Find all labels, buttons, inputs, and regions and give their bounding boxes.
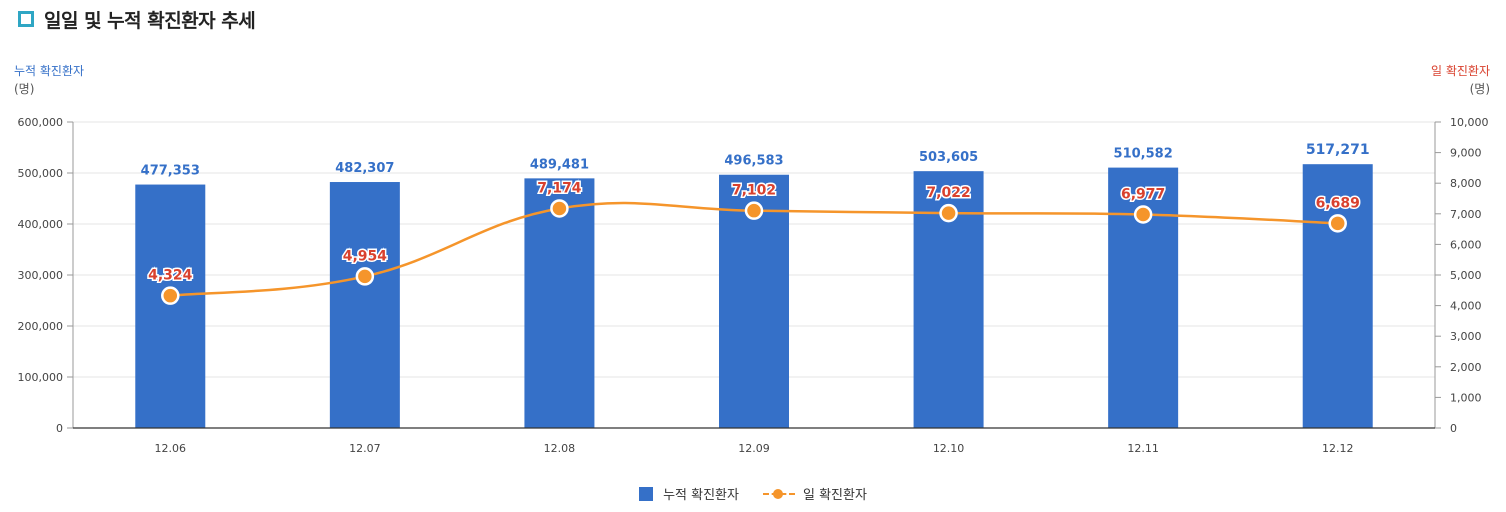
- left-tick-label: 400,000: [18, 218, 64, 231]
- right-axis-unit: (명): [1469, 82, 1490, 96]
- square-icon: [18, 11, 34, 27]
- daily-value-label: 4,954: [343, 248, 388, 264]
- x-tick-label: 12.09: [738, 442, 770, 455]
- right-tick-label: 8,000: [1450, 177, 1482, 190]
- legend-item-cumulative[interactable]: 누적 확진환자: [639, 484, 739, 503]
- x-tick-label: 12.08: [544, 442, 576, 455]
- legend-label-daily: 일 확진환자: [802, 488, 867, 503]
- bar-cumulative: [524, 178, 595, 428]
- daily-point: [550, 199, 569, 218]
- bar-value-label: 510,582: [1114, 147, 1173, 162]
- bar-value-label: 496,583: [724, 154, 783, 169]
- left-tick-label: 200,000: [18, 320, 64, 333]
- daily-value-label: 6,977: [1121, 187, 1165, 203]
- daily-point: [355, 267, 375, 286]
- legend-line-swatch: [762, 487, 795, 501]
- x-tick-label: 12.12: [1322, 442, 1354, 455]
- bar-value-label: 489,481: [530, 157, 589, 172]
- x-tick-label: 12.11: [1127, 442, 1159, 455]
- right-axis-title-text: 일 확진환자: [1430, 64, 1490, 78]
- left-tick-label: 300,000: [18, 269, 64, 282]
- right-tick-label: 3,000: [1450, 330, 1482, 343]
- right-tick-label: 1,000: [1450, 391, 1482, 404]
- daily-value-label: 6,689: [1316, 195, 1360, 211]
- left-tick-label: 100,000: [18, 371, 64, 384]
- daily-value-label: 4,324: [148, 268, 193, 284]
- x-tick-label: 12.06: [155, 442, 187, 455]
- legend-bar-swatch: [639, 486, 654, 501]
- x-tick-label: 12.07: [349, 442, 381, 455]
- daily-value-label: 7,022: [926, 185, 970, 201]
- left-tick-label: 0: [56, 422, 63, 435]
- daily-point: [939, 203, 958, 223]
- legend-item-daily[interactable]: 일 확진환자: [762, 484, 867, 503]
- right-tick-label: 9,000: [1450, 147, 1482, 160]
- left-tick-label: 500,000: [18, 167, 64, 180]
- daily-point: [1133, 205, 1153, 224]
- bar-value-label: 477,353: [141, 164, 200, 179]
- bar-cumulative: [135, 184, 206, 428]
- combo-chart: 0 100,000 200,000 300,000 400,000 500,000 600,…: [18, 116, 1489, 455]
- bar-value-label: 482,307: [335, 161, 394, 176]
- right-tick-label: 0: [1450, 422, 1457, 435]
- right-tick-label: 6,000: [1450, 238, 1482, 251]
- right-tick-label: 10,000: [1450, 116, 1489, 129]
- left-axis-title: 누적 확진환자 (명): [14, 62, 84, 98]
- page-title: 일일 및 누적 확진환자 추세: [44, 9, 256, 32]
- right-tick-label: 2,000: [1450, 361, 1482, 374]
- daily-value-label: 7,174: [537, 180, 582, 196]
- left-tick-label: 600,000: [18, 116, 64, 129]
- daily-value-label: 7,102: [732, 183, 776, 199]
- legend-label-cumulative: 누적 확진환자: [663, 488, 739, 503]
- bar-cumulative: [1302, 164, 1373, 429]
- right-tick-label: 4,000: [1450, 300, 1482, 313]
- chart-legend: 누적 확진환자 일 확진환자: [0, 484, 1506, 503]
- x-tick-label: 12.10: [933, 442, 965, 455]
- left-axis-unit: (명): [14, 82, 35, 96]
- daily-point: [161, 286, 180, 305]
- daily-point: [744, 201, 764, 220]
- left-axis-title-text: 누적 확진환자: [14, 64, 85, 78]
- right-tick-label: 5,000: [1450, 269, 1482, 282]
- bar-value-label: 517,271: [1306, 142, 1370, 158]
- bar-value-label: 503,605: [919, 150, 978, 165]
- right-axis-title: 일 확진환자 (명): [1431, 62, 1490, 98]
- daily-point: [1328, 214, 1347, 233]
- bar-cumulative: [329, 182, 400, 428]
- right-tick-label: 7,000: [1450, 208, 1482, 221]
- chart-title-row: 일일 및 누적 확진환자 추세: [18, 4, 256, 34]
